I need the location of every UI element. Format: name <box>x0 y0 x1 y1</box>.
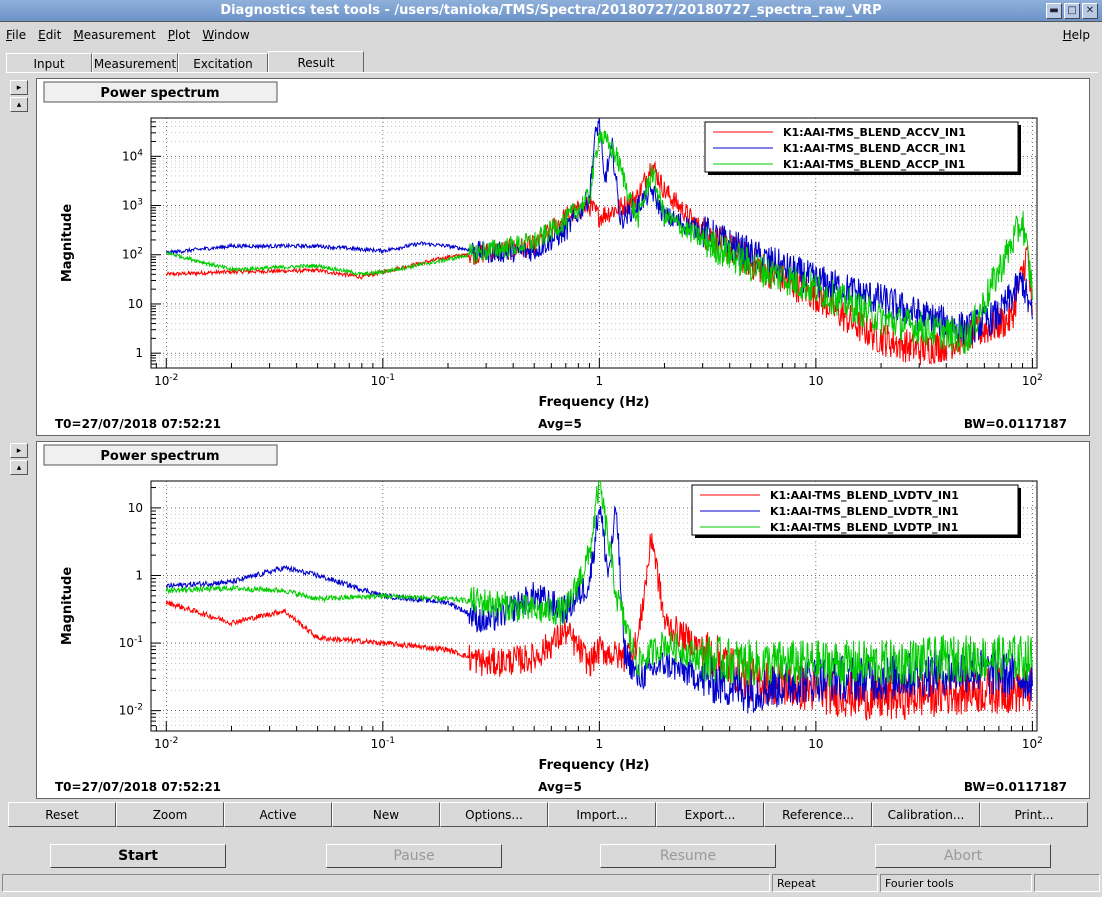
legend-entry-3: K1:AAI-TMS_BLEND_LVDTP_IN1 <box>770 521 958 534</box>
menu-edit[interactable]: Edit <box>38 28 62 42</box>
menu-window[interactable]: Window <box>202 28 250 42</box>
series-line-1 <box>165 533 1033 721</box>
legend-entry-3: K1:AAI-TMS_BLEND_ACCP_IN1 <box>783 158 965 171</box>
x-tick-label: 10-2 <box>154 736 178 751</box>
plot-bw-label: BW=0.0117187 <box>964 780 1067 794</box>
y-tick-label: 10-1 <box>119 635 143 650</box>
legend-entry-1: K1:AAI-TMS_BLEND_LVDTV_IN1 <box>770 489 959 502</box>
plot2-collapse-button[interactable]: ▴ <box>10 460 28 475</box>
plot-header: Power spectrum <box>100 86 219 101</box>
x-tick-label: 102 <box>1022 736 1043 751</box>
window-title: Diagnostics test tools - /users/tanioka/… <box>220 3 882 18</box>
x-tick-label: 1 <box>596 374 604 388</box>
start-button[interactable]: Start <box>50 844 226 868</box>
y-axis-label: Magnitude <box>60 204 75 283</box>
resume-button[interactable]: Resume <box>600 844 776 868</box>
status-extra <box>1034 874 1100 892</box>
series-line-2 <box>165 505 1033 714</box>
power-spectrum-plot-2[interactable]: Power spectrum 10-2 10-1 1 10 102 10-2 10-1 1 10 F… <box>37 442 1089 798</box>
maximize-button[interactable]: □ <box>1064 3 1080 19</box>
y-tick-label: 10 <box>128 297 143 311</box>
tab-input[interactable]: Input <box>6 53 92 73</box>
plot-panel-2[interactable]: Power spectrum 10-2 10-1 1 10 102 10-2 10-1 1 10 F… <box>36 441 1090 799</box>
y-tick-label: 1 <box>135 568 143 582</box>
x-axis-label: Frequency (Hz) <box>539 395 650 410</box>
plot-avg-label: Avg=5 <box>538 417 582 431</box>
y-tick-label: 10-2 <box>119 703 143 718</box>
status-message <box>2 874 770 892</box>
y-tick-label: 104 <box>122 148 143 163</box>
legend-entry-2: K1:AAI-TMS_BLEND_LVDTR_IN1 <box>770 505 959 518</box>
abort-button[interactable]: Abort <box>875 844 1051 868</box>
plot-avg-label: Avg=5 <box>538 780 582 794</box>
plot-header-box <box>43 444 278 466</box>
x-tick-label: 10 <box>808 374 823 388</box>
close-button[interactable]: ✕ <box>1082 3 1098 19</box>
status-repeat: Repeat <box>772 874 878 892</box>
x-tick-label: 102 <box>1022 373 1043 388</box>
tab-excitation[interactable]: Excitation <box>178 53 268 73</box>
legend-entry-1: K1:AAI-TMS_BLEND_ACCV_IN1 <box>783 126 966 139</box>
plot-t0-label: T0=27/07/2018 07:52:21 <box>55 417 221 431</box>
plot2-side-buttons: ▸ ▴ <box>10 443 28 475</box>
x-tick-label: 10-2 <box>154 373 178 388</box>
minimize-button[interactable]: ▬ <box>1046 3 1062 19</box>
menu-bar: File Edit Measurement Plot Window Help <box>0 24 1102 46</box>
y-tick-label: 103 <box>122 198 143 213</box>
reference-button[interactable]: Reference... <box>764 802 872 827</box>
x-tick-label: 1 <box>596 737 604 751</box>
active-button[interactable]: Active <box>224 802 332 827</box>
power-spectrum-plot-1[interactable]: Power spectrum 10-2 10-1 1 10 102 1 10 102 103 104… <box>37 79 1089 435</box>
menu-help[interactable]: Help <box>1062 28 1090 42</box>
tab-bar: Input Measurement Excitation Result <box>6 51 364 73</box>
print-button[interactable]: Print... <box>980 802 1088 827</box>
tab-result[interactable]: Result <box>268 51 364 73</box>
series-line-3 <box>166 130 1033 355</box>
status-bar: Repeat Fourier tools <box>0 874 1102 894</box>
status-fourier-tools: Fourier tools <box>880 874 1032 892</box>
x-tick-label: 10-1 <box>371 373 395 388</box>
plot-header: Power spectrum <box>100 449 219 464</box>
menu-file[interactable]: File <box>6 28 27 42</box>
y-tick-label: 10 <box>128 501 143 515</box>
calibration-button[interactable]: Calibration... <box>872 802 980 827</box>
pause-button[interactable]: Pause <box>326 844 502 868</box>
reset-button[interactable]: Reset <box>8 802 116 827</box>
new-button[interactable]: New <box>332 802 440 827</box>
export-button[interactable]: Export... <box>656 802 764 827</box>
plot-bw-label: BW=0.0117187 <box>964 417 1067 431</box>
menu-measurement[interactable]: Measurement <box>73 28 156 42</box>
y-tick-label: 1 <box>135 346 143 360</box>
tab-divider <box>6 72 1098 73</box>
tab-measurement[interactable]: Measurement <box>92 53 178 73</box>
menu-plot[interactable]: Plot <box>167 28 191 42</box>
series-line-1 <box>165 160 1033 366</box>
plot-t0-label: T0=27/07/2018 07:52:21 <box>55 780 221 794</box>
plot1-expand-button[interactable]: ▸ <box>10 80 28 95</box>
plot-toolbar: Reset Zoom Active New Options... Import.… <box>8 802 1088 827</box>
x-axis-label: Frequency (Hz) <box>539 758 650 773</box>
x-tick-label: 10-1 <box>371 736 395 751</box>
import-button[interactable]: Import... <box>548 802 656 827</box>
zoom-button[interactable]: Zoom <box>116 802 224 827</box>
series-line-3 <box>165 481 1033 688</box>
plot2-expand-button[interactable]: ▸ <box>10 443 28 458</box>
plot1-collapse-button[interactable]: ▴ <box>10 97 28 112</box>
x-tick-label: 10 <box>808 737 823 751</box>
legend-entry-2: K1:AAI-TMS_BLEND_ACCR_IN1 <box>783 142 966 155</box>
plot-header-box <box>43 81 278 103</box>
y-tick-label: 102 <box>122 247 143 262</box>
options-button[interactable]: Options... <box>440 802 548 827</box>
y-axis-label: Magnitude <box>60 567 75 646</box>
plot-panel-1[interactable]: Power spectrum 10-2 10-1 1 10 102 1 10 102 103 104… <box>36 78 1090 436</box>
series-line-2 <box>165 118 1033 345</box>
plot1-side-buttons: ▸ ▴ <box>10 80 28 112</box>
window-title-bar: Diagnostics test tools - /users/tanioka/… <box>0 0 1102 22</box>
